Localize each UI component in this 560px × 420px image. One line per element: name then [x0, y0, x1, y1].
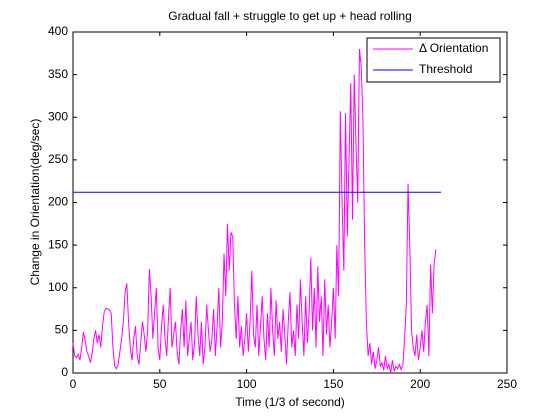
x-tick-label: 0: [70, 377, 77, 391]
series-line: [72, 48, 437, 374]
x-tick-label: 150: [323, 377, 343, 391]
legend-label: Δ Orientation: [419, 41, 488, 55]
y-tick-label: 400: [48, 24, 68, 38]
legend: [366, 37, 501, 83]
x-tick-label: 100: [237, 377, 257, 391]
y-tick-label: 300: [48, 109, 68, 123]
y-tick-label: 250: [48, 152, 68, 166]
x-tick-label: 250: [497, 377, 517, 391]
legend-label: Threshold: [419, 62, 472, 76]
y-tick-label: 350: [48, 67, 68, 81]
y-tick-label: 50: [55, 323, 69, 337]
y-tick-label: 0: [61, 365, 68, 379]
y-tick-label: 150: [48, 237, 68, 251]
x-axis-label: Time (1/3 of second): [235, 395, 345, 409]
y-tick-label: 100: [48, 280, 68, 294]
x-tick-label: 200: [410, 377, 430, 391]
x-tick-label: 50: [153, 377, 167, 391]
y-axis-label: Change in Orientation(deg/sec): [28, 119, 42, 286]
y-tick-label: 200: [48, 195, 68, 209]
chart-title: Gradual fall + struggle to get up + head…: [168, 9, 412, 23]
